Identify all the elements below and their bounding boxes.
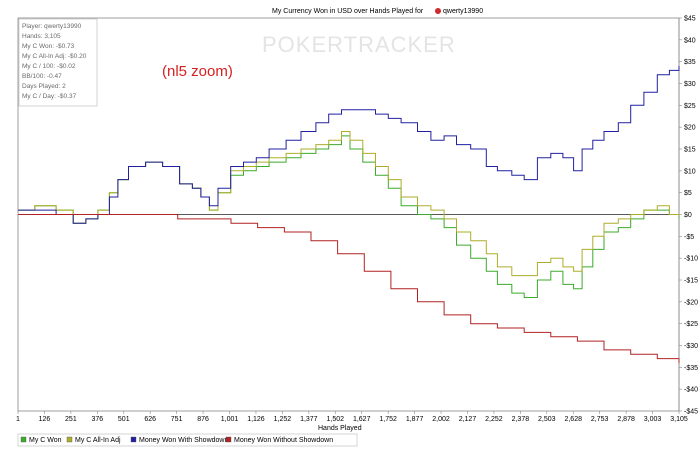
- x-tick-label: 1,627: [353, 416, 371, 423]
- x-tick-label: 2,252: [485, 416, 503, 423]
- series-line: [18, 66, 680, 224]
- y-tick-label: -$35: [684, 365, 698, 372]
- stat-line: My C Won: -$0.73: [22, 43, 75, 50]
- x-tick-label: 2,628: [564, 416, 582, 423]
- y-tick-label: -$10: [684, 256, 698, 263]
- x-tick-label: 501: [118, 416, 130, 423]
- legend-entry: My C All-In Adj: [75, 437, 121, 444]
- stat-line: Player: qwerty13990: [22, 23, 82, 30]
- x-tick-label: 2,503: [538, 416, 556, 423]
- y-tick-label: -$30: [684, 343, 698, 350]
- x-axis: 1 126 251 376 501 626 751 876 1,001 1,126 1,252 1,3…: [16, 411, 688, 423]
- legend-frame: [17, 433, 358, 447]
- stat-line: My C / Day: -$0.37: [22, 93, 77, 100]
- stat-line: Hands: 3,105: [22, 33, 61, 40]
- y-tick-label: $0: [684, 212, 692, 219]
- y-tick-label: -$45: [684, 409, 698, 416]
- x-tick-label: 251: [65, 416, 77, 423]
- stat-line: Days Played: 2: [22, 83, 66, 90]
- y-tick-label: $15: [684, 147, 696, 154]
- chart-title: My Currency Won in USD over Hands Played…: [272, 8, 483, 15]
- title-text: My Currency Won in USD over Hands Played…: [272, 8, 424, 15]
- x-tick-label: 751: [171, 416, 183, 423]
- y-tick-label: -$40: [684, 387, 698, 394]
- x-tick-label: 2,378: [512, 416, 530, 423]
- x-axis-label: Hands Played: [318, 425, 362, 432]
- legend-swatch: [225, 436, 232, 443]
- y-tick-label: $20: [684, 125, 696, 132]
- y-tick-label: $45: [684, 16, 696, 23]
- series-line: [18, 214, 680, 363]
- legend-entry: Money Won With Showdown: [139, 437, 228, 444]
- y-axis: $45 $40 $35 $30 $25 $20 $15 $10 $5 $0 -$5 -$10 -$15 -…: [678, 16, 698, 416]
- y-tick-label: -$25: [684, 321, 698, 328]
- x-tick-label: 876: [197, 416, 209, 423]
- x-tick-label: 126: [39, 416, 51, 423]
- stat-line: My C / 100: -$0.02: [22, 63, 76, 70]
- y-tick-label: -$20: [684, 299, 698, 306]
- legend: My C Won My C All-In Adj Money Won With Sh…: [17, 433, 358, 447]
- x-tick-label: 1,752: [379, 416, 397, 423]
- legend-entry: My C Won: [29, 437, 62, 444]
- y-tick-label: -$15: [684, 278, 698, 285]
- player-name: qwerty13990: [443, 8, 483, 15]
- series-layer: [18, 66, 680, 363]
- x-tick-label: 2,878: [617, 416, 635, 423]
- y-tick-label: $25: [684, 103, 696, 110]
- x-tick-label: 2,002: [432, 416, 450, 423]
- stats-box-frame: [18, 18, 98, 107]
- x-tick-label: 3,003: [644, 416, 662, 423]
- stats-box: Player: qwerty13990 Hands: 3,105 My C Wo…: [18, 18, 98, 107]
- x-tick-label: 626: [144, 416, 156, 423]
- legend-swatch: [20, 436, 27, 443]
- y-tick-label: $35: [684, 59, 696, 66]
- x-tick-label: 2,753: [591, 416, 609, 423]
- x-tick-label: 1,126: [247, 416, 265, 423]
- y-tick-label: $10: [684, 168, 696, 175]
- x-tick-label: 1,377: [300, 416, 318, 423]
- y-tick-label: -$5: [684, 234, 694, 241]
- watermark: POKERTRACKER: [262, 32, 456, 57]
- stat-line: My C All-In Adj: -$0.20: [22, 53, 87, 60]
- x-tick-label: 2,127: [459, 416, 477, 423]
- x-tick-label: 1,877: [406, 416, 424, 423]
- player-flag-icon: [435, 8, 441, 14]
- x-tick-label: 1,001: [221, 416, 239, 423]
- annotation-text: (nl5 zoom): [162, 63, 233, 80]
- legend-entry: Money Won Without Showdown: [234, 437, 333, 444]
- x-tick-label: 1,502: [327, 416, 345, 423]
- x-tick-label: 376: [91, 416, 103, 423]
- stat-line: BB/100: -0.47: [22, 73, 62, 80]
- legend-swatch: [130, 436, 137, 443]
- x-tick-label: 1,252: [274, 416, 292, 423]
- legend-swatch: [66, 436, 73, 443]
- y-tick-label: $30: [684, 81, 696, 88]
- x-tick-label: 3,105: [670, 416, 688, 423]
- y-tick-label: $5: [684, 190, 692, 197]
- y-tick-label: $40: [684, 37, 696, 44]
- x-tick-label: 1: [16, 416, 20, 423]
